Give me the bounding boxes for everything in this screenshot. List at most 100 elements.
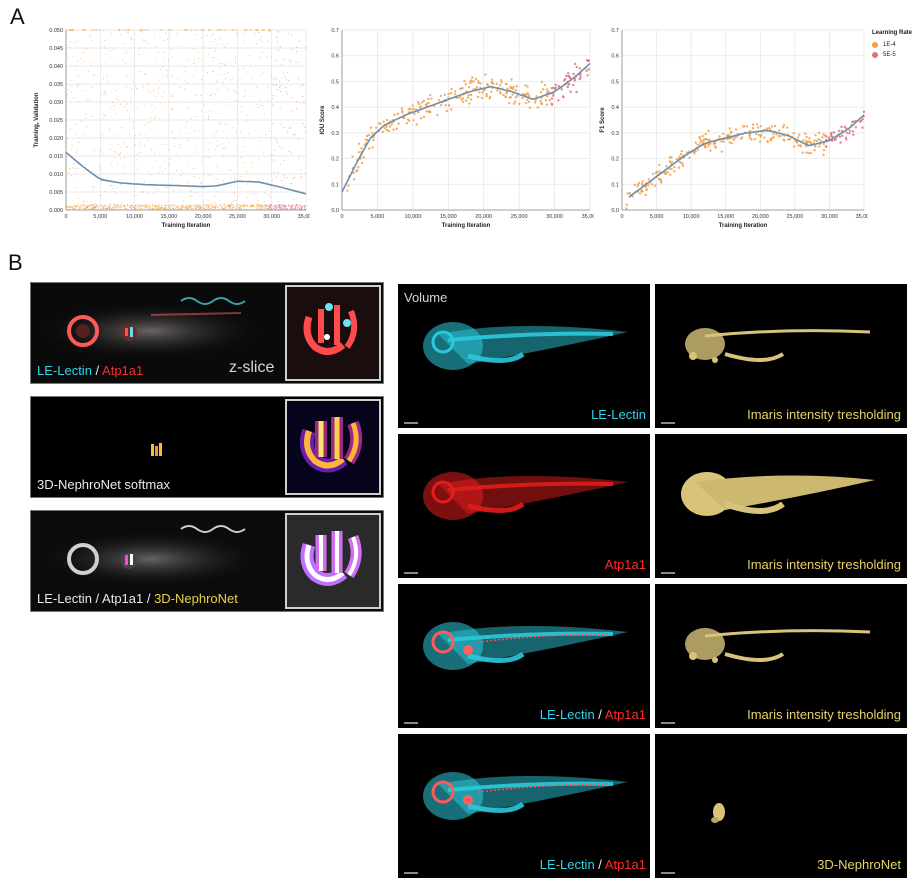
data-point [550,86,554,90]
data-point [138,205,140,207]
trend-line [341,62,591,193]
data-point [199,207,201,209]
data-point [158,204,160,206]
y-tick-label: 0.7 [331,28,339,34]
data-point [115,103,117,105]
data-point [223,204,225,206]
data-point [164,207,166,210]
data-point [815,139,819,143]
data-point [474,77,478,81]
data-point [177,208,179,210]
data-point [287,93,289,95]
data-point [766,139,769,143]
data-point [500,81,503,84]
data-point [371,146,374,149]
data-point [134,206,136,208]
data-point [279,80,281,82]
data-point [171,108,173,111]
data-point [152,193,154,195]
data-point [160,103,162,105]
data-point [139,141,141,143]
data-point [782,125,785,129]
data-point [131,87,133,89]
softmax-blob [151,443,162,456]
data-point [702,140,705,143]
data-point [113,185,115,187]
data-point [169,163,171,165]
data-point [113,109,115,111]
data-point [748,129,752,133]
data-point [805,151,808,154]
segmentation-panel: Imaris intensity tresholding [655,584,907,728]
data-point [150,116,152,118]
data-point [707,129,710,133]
data-point [165,207,168,209]
data-point [249,208,251,210]
data-point [195,131,197,133]
data-point [276,141,278,144]
data-point [146,204,148,206]
data-point [413,112,416,116]
data-point [140,205,142,207]
data-point [258,205,260,208]
data-point [212,70,214,73]
data-point [510,78,513,81]
data-point [150,121,152,123]
data-point [188,209,190,211]
data-point [260,55,262,57]
data-point [127,31,129,34]
data-point [113,105,115,107]
data-point [678,155,681,159]
data-point [539,90,543,94]
data-point [83,205,85,207]
y-tick-label: 0.005 [49,190,63,196]
data-point [202,29,205,31]
data-point [843,125,846,128]
data-point [290,97,292,99]
data-point [287,208,289,211]
data-point [243,207,245,209]
data-point [129,207,131,209]
data-point [289,205,292,207]
data-point [825,145,828,148]
data-point [251,204,253,206]
data-point [93,29,96,31]
x-axis-label: Training Iteration [162,223,211,229]
data-point [569,76,572,80]
data-point [679,152,683,156]
data-point [139,29,141,31]
data-point [564,77,567,81]
data-point [141,29,143,31]
data-point [260,206,262,208]
data-point [195,94,197,97]
embryo-volume-image [423,622,628,670]
data-point [169,114,171,116]
data-point [578,77,581,81]
data-point [298,204,300,206]
y-tick-label: 0.1 [611,182,619,188]
data-point [260,205,262,207]
data-point [118,87,120,89]
data-point [204,173,206,175]
data-point [99,208,102,210]
data-point [805,141,809,144]
data-point [775,133,778,136]
data-point [578,67,582,70]
data-point [288,205,290,207]
data-point [250,206,252,208]
data-point [122,167,124,169]
data-point [301,96,304,98]
data-point [138,53,140,56]
data-point [103,92,105,94]
data-point [77,60,79,62]
data-point [154,96,156,98]
data-point [184,29,187,31]
data-point [154,207,156,209]
data-point [212,209,215,211]
data-point [214,207,216,210]
data-point [179,206,181,208]
y-tick-label: 0.030 [49,100,63,106]
data-point [158,205,160,207]
data-point [668,160,672,163]
data-point [283,159,285,161]
